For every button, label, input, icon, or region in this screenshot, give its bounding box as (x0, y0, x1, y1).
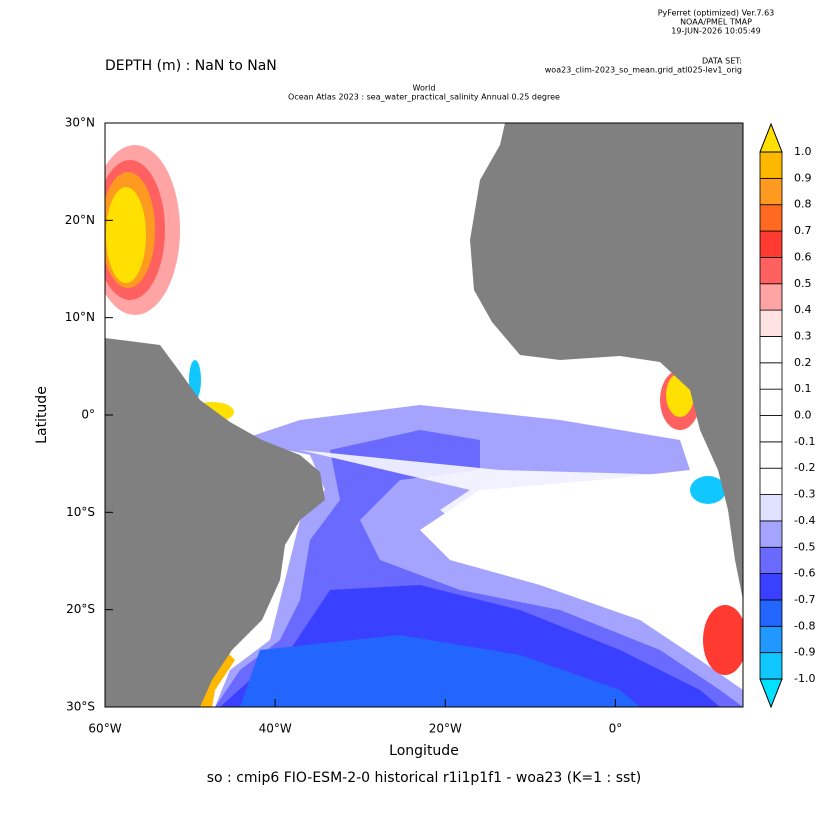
colorbar-band (759, 520, 783, 548)
colorbar-label: -0.9 (794, 646, 815, 659)
colorbar-label: -0.2 (794, 461, 815, 474)
colorbar-extend-high (759, 122, 783, 153)
south-white-band (300, 450, 700, 560)
y-tick-label: 20°S (66, 602, 95, 616)
colorbar-band (759, 441, 783, 469)
header: PyFerret (optimized) Ver.7.63 NOAA/PMEL … (105, 9, 774, 102)
warm-blob (200, 650, 235, 707)
y-tick-label: 10°S (66, 505, 95, 519)
colorbar-label: 0.4 (794, 303, 812, 316)
colorbar-band (759, 546, 783, 575)
colorbar-band (759, 283, 783, 311)
warm-blob (106, 187, 146, 283)
colorbar-band (759, 177, 783, 206)
y-tick-label: 30°S (66, 700, 95, 714)
colorbar-label: -0.7 (794, 593, 815, 606)
africa-land (470, 123, 743, 600)
colorbar-label: 1.0 (794, 145, 812, 158)
cool-blob (690, 476, 726, 504)
org-label: NOAA/PMEL TMAP (680, 18, 752, 27)
colorbar-band (759, 204, 783, 232)
colorbar-label: 0.2 (794, 356, 812, 369)
x-tick-label: 40°W (259, 722, 292, 736)
colorbar-band (759, 652, 783, 680)
map-field (105, 123, 743, 707)
y-tick-label: 30°N (65, 116, 95, 130)
depth-label: DEPTH (m) : NaN to NaN (105, 58, 277, 74)
colorbar-label: 0.0 (794, 409, 812, 422)
dataset-label: DATA SET: (702, 57, 742, 66)
colorbar-band (759, 388, 783, 416)
colorbar-label: -0.6 (794, 567, 815, 580)
colorbar-label: -0.8 (794, 619, 815, 632)
timestamp-label: 19-JUN-2026 10:05:49 (671, 27, 760, 36)
colorbar-label: -0.4 (794, 514, 815, 527)
south-america-land (105, 338, 325, 707)
x-tick-label: 60°W (88, 722, 121, 736)
colorbar-band (759, 256, 783, 285)
colorbar-label: 0.7 (794, 224, 812, 237)
title-line1: World (413, 84, 436, 93)
colorbar-label: 0.5 (794, 277, 812, 290)
x-axis-label: Longitude (389, 743, 459, 759)
title-line2: Ocean Atlas 2023 : sea_water_practical_s… (288, 93, 560, 102)
chart-title: so : cmip6 FIO-ESM-2-0 historical r1i1p1… (207, 770, 641, 786)
y-axis-label: Latitude (34, 386, 50, 444)
colorbar-band (759, 151, 783, 179)
y-tick-label: 20°N (65, 213, 95, 227)
colorbar-band (759, 362, 783, 390)
colorbar-label: -1.0 (794, 672, 815, 685)
south-blue-bright (240, 635, 640, 707)
colorbar-label: 0.9 (794, 171, 812, 184)
colorbar-extend-low (759, 678, 783, 709)
colorbar-band (759, 336, 783, 364)
colorbar-band (759, 599, 783, 627)
colorbar-label: 0.6 (794, 250, 812, 263)
colorbar-band (759, 467, 783, 495)
colorbar-label: 0.8 (794, 198, 812, 211)
colorbar-label: -0.5 (794, 540, 815, 553)
y-tick-label: 0° (81, 408, 95, 422)
software-label: PyFerret (optimized) Ver.7.63 (658, 9, 775, 18)
warm-blob (703, 605, 743, 675)
colorbar-band (759, 230, 783, 258)
colorbar-label: -0.1 (794, 435, 815, 448)
colorbar-band (759, 625, 783, 654)
y-tick-label: 10°N (65, 310, 95, 324)
dataset-name: woa23_clim-2023_so_mean.grid_atl025-lev1… (545, 66, 742, 75)
colorbar-band (759, 494, 783, 522)
colorbar-label: 0.3 (794, 329, 812, 342)
colorbar-band (759, 573, 783, 601)
x-tick-label: 20°W (429, 722, 462, 736)
x-tick-label: 0° (609, 722, 623, 736)
colorbar-band (759, 309, 783, 337)
colorbar-band (759, 415, 783, 443)
colorbar-label: 0.1 (794, 382, 812, 395)
colorbar-label: -0.3 (794, 488, 815, 501)
